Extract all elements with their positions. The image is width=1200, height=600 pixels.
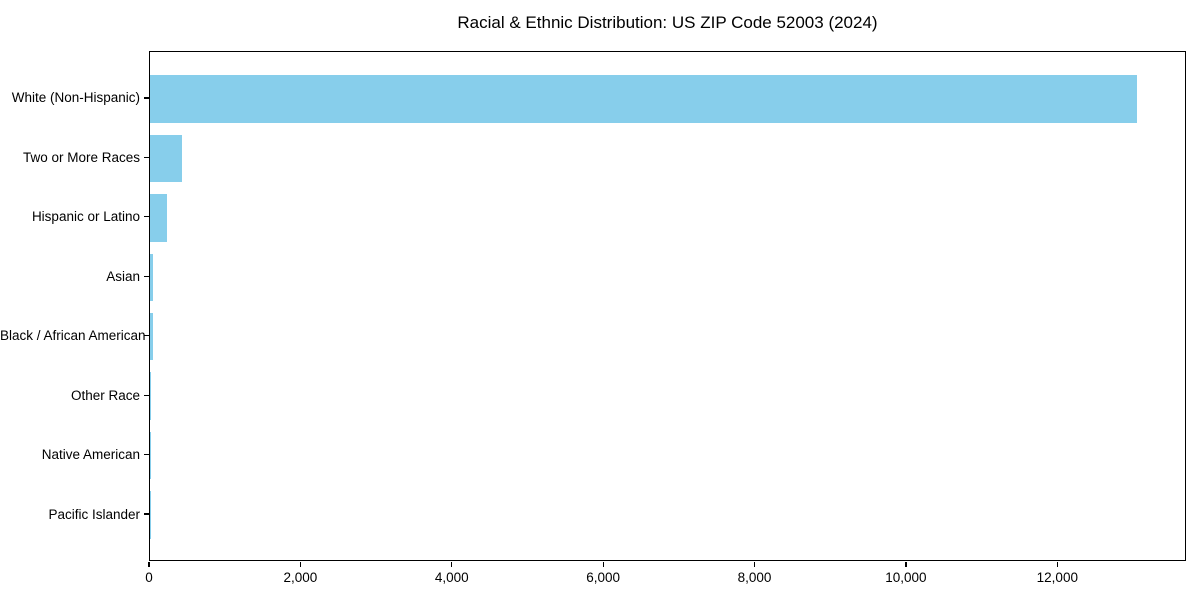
y-axis-tick [144,275,149,277]
x-axis-label-4000: 4,000 [434,570,469,585]
x-axis-label-0: 0 [145,570,153,585]
y-axis-tick [144,97,149,99]
y-axis-tick [144,156,149,158]
y-axis-label-native-american: Native American [41,447,140,463]
bar-white-non-hispanic [150,75,1138,123]
bar-asian [150,253,154,302]
x-axis-label-12000: 12,000 [1036,570,1078,585]
y-axis-label-black-african-american: Black / African American [0,328,146,344]
y-axis-label-pacific-islander: Pacific Islander [48,506,140,522]
x-axis-tick [753,562,756,567]
y-axis-tick [144,394,149,396]
y-axis-label-asian: Asian [106,268,140,284]
x-axis-label-8000: 8,000 [737,570,772,585]
x-axis-tick [299,562,301,567]
y-axis-label-hispanic-or-latino: Hispanic or Latino [31,209,140,225]
y-axis-tick [144,335,149,337]
chart-title: Racial & Ethnic Distribution: US ZIP Cod… [457,13,878,32]
bar-hispanic-or-latino [150,194,168,242]
x-axis-label-10000: 10,000 [885,570,927,585]
y-axis-tick [144,513,149,515]
y-axis-label-two-or-more-races: Two or More Races [22,149,140,165]
x-axis-tick [148,562,150,567]
x-axis-tick [451,562,453,567]
x-axis-tick [602,562,604,567]
x-axis-tick [905,562,907,567]
plot-area [149,51,1186,561]
bar-other-race [150,372,151,420]
y-axis-label-other-race: Other Race [70,387,140,403]
bar-two-or-more-races [150,134,182,183]
x-axis-label-2000: 2,000 [283,570,318,585]
x-axis-tick [1056,562,1058,567]
bar-black-african-american [150,312,154,361]
x-axis-label-6000: 6,000 [586,570,621,585]
y-axis-tick [144,454,149,456]
y-axis-label-white-non-hispanic: White (Non-Hispanic) [11,90,140,106]
y-axis-tick [144,216,149,218]
